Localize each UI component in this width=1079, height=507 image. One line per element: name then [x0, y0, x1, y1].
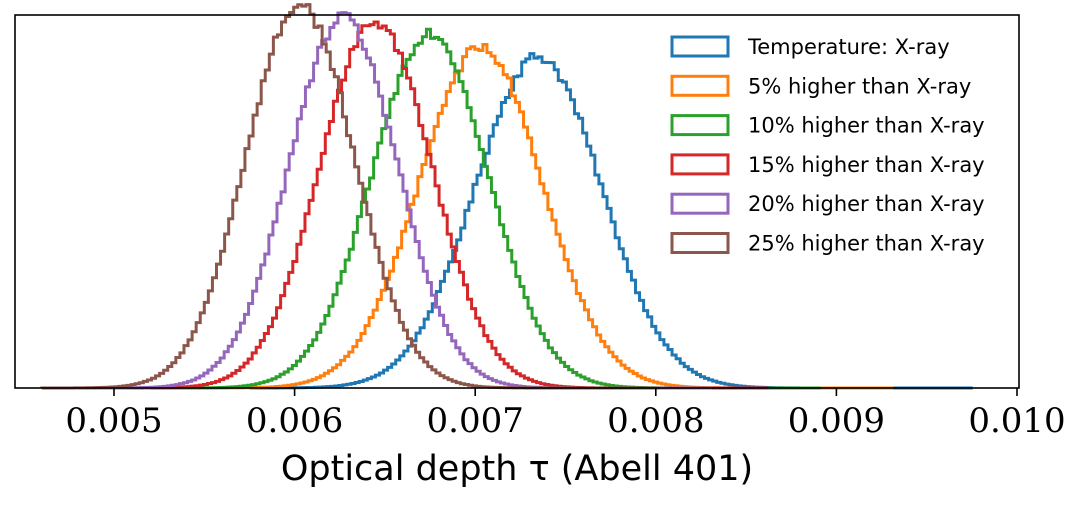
- legend-label: Temperature: X-ray: [747, 35, 950, 59]
- legend-swatch: [670, 153, 730, 176]
- legend-swatch: [670, 192, 730, 215]
- x-tick-label: 0.008: [607, 401, 704, 441]
- plot-frame: [14, 14, 1020, 389]
- legend-label: 25% higher than X-ray: [748, 232, 985, 256]
- legend-swatch: [670, 114, 730, 137]
- histogram-series-4: [112, 20, 769, 390]
- legend: Temperature: X-ray 5% higher than X-ray 10…: [670, 35, 985, 256]
- x-tick-label: 0.005: [65, 401, 162, 441]
- legend-label: 10% higher than X-ray: [748, 114, 985, 138]
- legend-label: 15% higher than X-ray: [748, 153, 985, 177]
- legend-swatch: [670, 74, 730, 97]
- x-axis: 0.005 0.006 0.007 0.008 0.009 0.010: [65, 388, 1066, 441]
- histogram-series-5: [77, 11, 712, 390]
- x-tick-label: 0.010: [968, 401, 1065, 441]
- x-axis-label: Optical depth τ (Abell 401): [281, 449, 753, 489]
- legend-label: 20% higher than X-ray: [748, 192, 985, 216]
- x-tick-label: 0.006: [246, 401, 343, 441]
- legend-label: 5% higher than X-ray: [748, 74, 971, 98]
- legend-swatch: [670, 232, 730, 254]
- x-tick-label: 0.009: [788, 401, 885, 441]
- legend-swatch: [670, 35, 730, 58]
- x-tick-label: 0.007: [427, 401, 524, 441]
